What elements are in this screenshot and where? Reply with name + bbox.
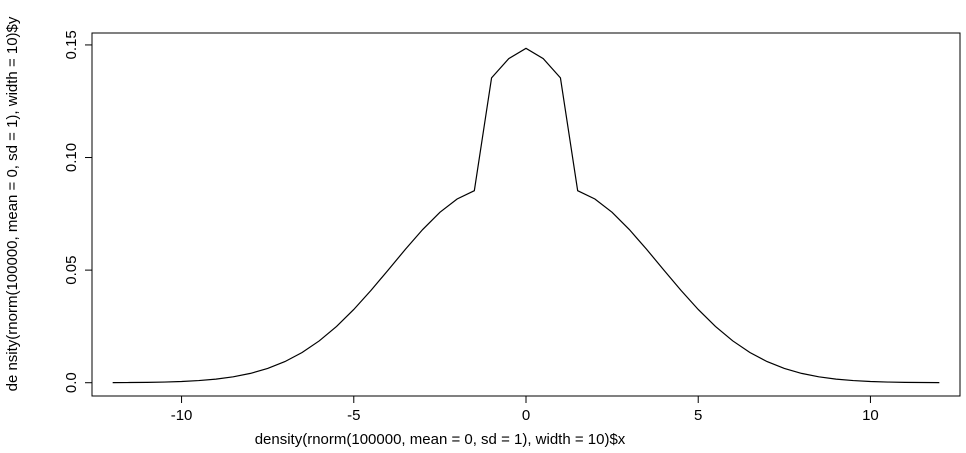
density-line (112, 47, 940, 384)
y-tick-label: 0.05 (63, 256, 80, 285)
x-axis-title: density(rnorm(100000, mean = 0, sd = 1),… (255, 431, 626, 448)
x-tick-label: 5 (694, 407, 702, 424)
plot-frame (91, 32, 961, 397)
y-tick-label: 0.10 (63, 143, 80, 172)
x-tick-label: -5 (347, 407, 360, 424)
x-axis: -10 -5 0 5 10 (171, 396, 879, 424)
y-tick-label: 0.15 (63, 30, 80, 59)
x-tick-label: -10 (171, 407, 193, 424)
y-axis-title: de nsity(rnorm(100000, mean = 0, sd = 1)… (4, 16, 21, 391)
y-tick-label: 0.0 (63, 372, 80, 393)
x-tick-label: 10 (862, 407, 879, 424)
y-axis: 0.0 0.05 0.10 0.15 (63, 30, 92, 393)
x-tick-label: 0 (522, 407, 530, 424)
